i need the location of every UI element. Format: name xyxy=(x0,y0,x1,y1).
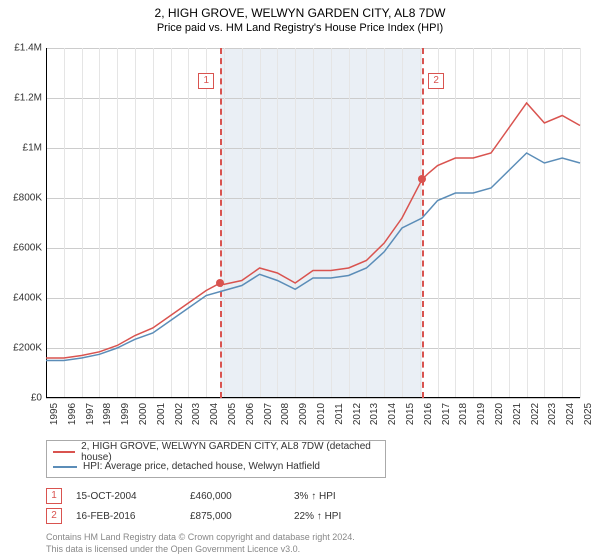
x-tick-label: 2024 xyxy=(562,403,576,425)
x-tick-label: 2023 xyxy=(544,403,558,425)
sale-date: 16-FEB-2016 xyxy=(76,511,176,522)
sale-row: 1 15-OCT-2004 £460,000 3% ↑ HPI xyxy=(46,486,580,506)
y-tick-label: £1.2M xyxy=(14,93,46,104)
x-tick-label: 1998 xyxy=(99,403,113,425)
x-tick-label: 2025 xyxy=(580,403,594,425)
x-tick-label: 2016 xyxy=(420,403,434,425)
y-tick-label: £600K xyxy=(13,243,46,254)
sale-row-marker: 2 xyxy=(46,508,62,524)
x-tick-label: 1997 xyxy=(82,403,96,425)
x-tick-label: 2005 xyxy=(224,403,238,425)
legend-swatch xyxy=(53,451,75,453)
x-tick-label: 1999 xyxy=(117,403,131,425)
x-tick-label: 2015 xyxy=(402,403,416,425)
chart-subtitle: Price paid vs. HM Land Registry's House … xyxy=(0,22,600,34)
chart-area: £0£200K£400K£600K£800K£1M£1.2M£1.4M19951… xyxy=(46,48,580,398)
y-tick-label: £1M xyxy=(23,143,46,154)
chart-title: 2, HIGH GROVE, WELWYN GARDEN CITY, AL8 7… xyxy=(0,6,600,20)
y-tick-label: £1.4M xyxy=(14,43,46,54)
sale-pct: 22% ↑ HPI xyxy=(294,511,394,522)
x-tick-label: 2006 xyxy=(242,403,256,425)
sale-row-marker: 1 xyxy=(46,488,62,504)
footnote-line: This data is licensed under the Open Gov… xyxy=(46,544,580,556)
x-tick-label: 2001 xyxy=(153,403,167,425)
legend-row: 2, HIGH GROVE, WELWYN GARDEN CITY, AL8 7… xyxy=(53,444,379,459)
legend-swatch xyxy=(53,466,77,468)
x-tick-label: 2000 xyxy=(135,403,149,425)
y-tick-label: £800K xyxy=(13,193,46,204)
legend-area: 2, HIGH GROVE, WELWYN GARDEN CITY, AL8 7… xyxy=(46,440,580,555)
sales-table: 1 15-OCT-2004 £460,000 3% ↑ HPI 2 16-FEB-2016… xyxy=(46,486,580,526)
y-tick-label: £400K xyxy=(13,293,46,304)
x-tick-label: 1996 xyxy=(64,403,78,425)
sale-price: £875,000 xyxy=(190,511,280,522)
sale-pct: 3% ↑ HPI xyxy=(294,491,394,502)
x-tick-label: 2020 xyxy=(491,403,505,425)
x-tick-label: 1995 xyxy=(46,403,60,425)
x-tick-label: 2008 xyxy=(277,403,291,425)
y-tick-label: £200K xyxy=(13,343,46,354)
y-tick-label: £0 xyxy=(31,393,46,404)
footnote: Contains HM Land Registry data © Crown c… xyxy=(46,532,580,555)
x-tick-label: 2003 xyxy=(188,403,202,425)
sale-price: £460,000 xyxy=(190,491,280,502)
x-tick-label: 2014 xyxy=(384,403,398,425)
x-tick-label: 2013 xyxy=(366,403,380,425)
x-tick-label: 2021 xyxy=(509,403,523,425)
legend-box: 2, HIGH GROVE, WELWYN GARDEN CITY, AL8 7… xyxy=(46,440,386,478)
legend-label: 2, HIGH GROVE, WELWYN GARDEN CITY, AL8 7… xyxy=(81,441,379,463)
x-tick-label: 2018 xyxy=(455,403,469,425)
sale-date: 15-OCT-2004 xyxy=(76,491,176,502)
footnote-line: Contains HM Land Registry data © Crown c… xyxy=(46,532,580,544)
legend-label: HPI: Average price, detached house, Welw… xyxy=(83,461,320,472)
series-hpi xyxy=(46,153,580,361)
x-tick-label: 2002 xyxy=(171,403,185,425)
x-tick-label: 2017 xyxy=(438,403,452,425)
x-tick-label: 2009 xyxy=(295,403,309,425)
series-subject xyxy=(46,103,580,358)
x-tick-label: 2007 xyxy=(260,403,274,425)
x-tick-label: 2004 xyxy=(206,403,220,425)
x-tick-label: 2022 xyxy=(527,403,541,425)
sale-row: 2 16-FEB-2016 £875,000 22% ↑ HPI xyxy=(46,506,580,526)
x-tick-label: 2011 xyxy=(331,403,345,425)
x-tick-label: 2019 xyxy=(473,403,487,425)
x-tick-label: 2012 xyxy=(349,403,363,425)
x-tick-label: 2010 xyxy=(313,403,327,425)
